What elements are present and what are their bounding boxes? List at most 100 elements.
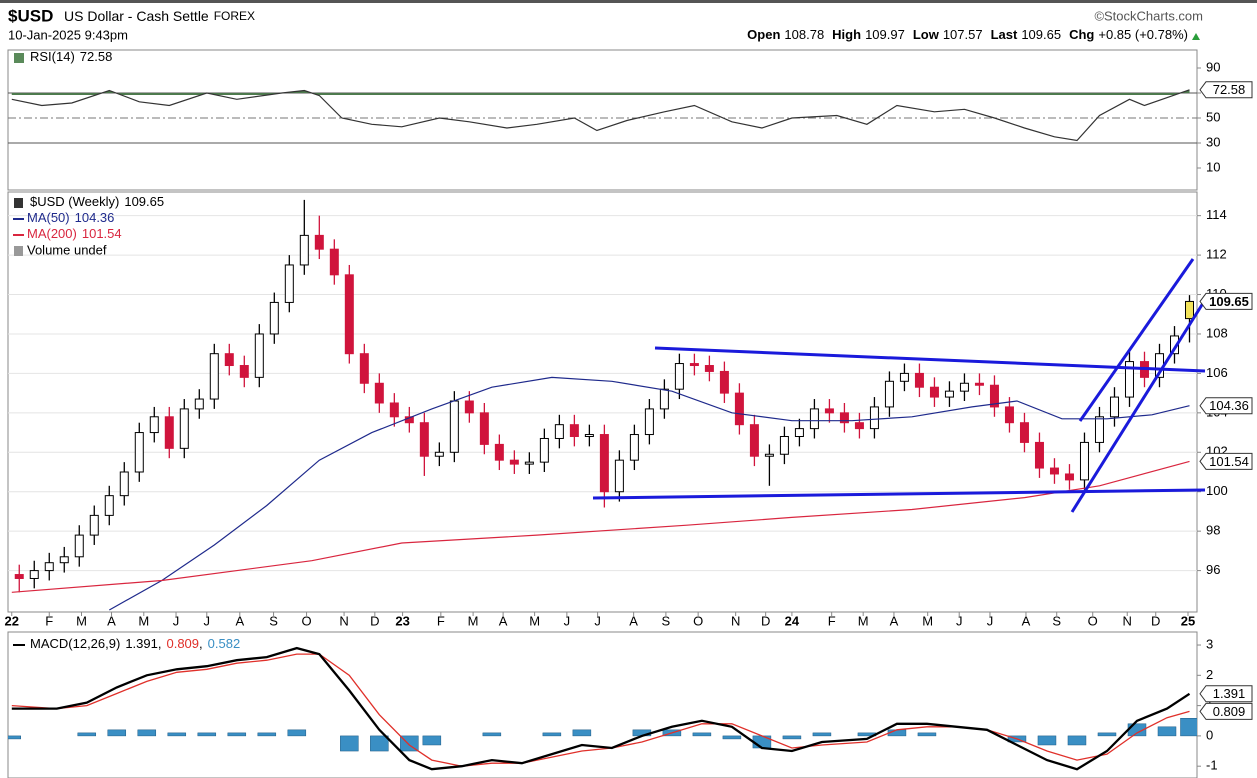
x-tick-label: A: [235, 613, 244, 628]
high: 109.97: [865, 27, 905, 42]
rsi-line: [11, 89, 1190, 142]
legend-icon: [14, 198, 23, 208]
candle-body: [569, 424, 579, 438]
instrument-name: US Dollar - Cash Settle FOREX: [64, 8, 255, 24]
legend-value: 72.58: [80, 49, 113, 64]
candle-body: [104, 495, 114, 516]
candle-body: [524, 461, 534, 465]
callout-box: [1199, 702, 1253, 720]
x-tick-label: J: [173, 613, 180, 628]
x-tick-label: D: [761, 613, 770, 628]
candle-body: [629, 434, 639, 461]
x-tick-label: M: [529, 613, 540, 628]
callout-value: 104.36: [1209, 398, 1249, 413]
candle-body: [989, 384, 999, 408]
histogram-bar: [917, 732, 937, 737]
x-tick-label: M: [922, 613, 933, 628]
y-tick-label: 50: [1206, 109, 1220, 124]
x-tick-label: M: [76, 613, 87, 628]
trendline: [1070, 299, 1207, 513]
histogram-bar: [1097, 732, 1117, 737]
histogram-bar: [227, 732, 247, 737]
candle-body: [344, 274, 354, 355]
x-tick-label: N: [731, 613, 740, 628]
macd-line: [11, 646, 1191, 771]
histogram-bar: [340, 735, 359, 752]
histogram-bar: [8, 735, 22, 740]
chg-label: Chg: [1069, 27, 1094, 42]
moving-average: [109, 376, 1190, 611]
histogram-bar: [137, 729, 157, 737]
legend: MA(200) 101.54: [27, 226, 122, 241]
candle-body: [824, 408, 834, 414]
callout-box: [1199, 292, 1253, 310]
x-tick-label: 23: [395, 613, 409, 628]
moving-average: [11, 460, 1190, 593]
legend-title: MACD(12,26,9): [30, 636, 120, 651]
x-tick-label: S: [1052, 613, 1061, 628]
symbol: $USD: [8, 6, 53, 25]
rsi-overbought-fill: [11, 89, 1190, 95]
x-tick-label: A: [890, 613, 899, 628]
y-tick-label: 96: [1206, 562, 1220, 577]
candle-body: [374, 382, 384, 404]
candle-body: [1124, 361, 1134, 398]
candle-body: [719, 370, 729, 394]
x-tick-label: F: [828, 613, 836, 628]
legend-title: $USD (Weekly): [30, 194, 119, 209]
candle-body: [944, 390, 954, 398]
price-frame: [7, 191, 1198, 613]
candle-body: [284, 264, 294, 303]
x-tick-label: J: [987, 613, 994, 628]
histogram-bar: [370, 735, 389, 752]
candle-body: [1109, 396, 1119, 418]
y-tick-label: 2: [1206, 667, 1213, 682]
x-tick-label: A: [107, 613, 116, 628]
x-tick-label: J: [594, 613, 601, 628]
y-tick-label: 30: [1206, 134, 1220, 149]
candle-body: [1049, 467, 1059, 475]
x-tick-label: O: [302, 613, 312, 628]
candle-body: [1064, 473, 1074, 481]
value-callout: 0.809: [1199, 702, 1253, 720]
y-tick-label: 0: [1206, 727, 1213, 742]
legend-value: 1.391: [125, 636, 158, 651]
y-tick-label: 106: [1206, 365, 1228, 380]
candle-body: [164, 416, 174, 449]
candle-body: [44, 562, 54, 572]
trendline: [1078, 258, 1195, 422]
histogram-bar: [572, 729, 592, 737]
candle-body: [209, 353, 219, 400]
candle-body: [1079, 441, 1089, 481]
legend-value: 109.65: [124, 194, 164, 209]
histogram-bar: [692, 732, 712, 737]
candle-body: [464, 400, 474, 414]
legend-icon: [14, 246, 23, 256]
candle-body: [494, 443, 504, 461]
candle-body: [359, 353, 369, 384]
x-tick-label: D: [370, 613, 379, 628]
histogram-bar: [197, 732, 217, 737]
candle-body: [689, 363, 699, 367]
high-label: High: [832, 27, 861, 42]
y-tick-label: 114: [1206, 207, 1227, 222]
histogram-bar: [812, 732, 832, 737]
trendlines: [592, 258, 1207, 513]
candle-body: [194, 398, 204, 410]
legend-title: RSI(14): [30, 49, 75, 64]
value-callout: 109.65: [1199, 292, 1253, 310]
x-tick-label: J: [204, 613, 211, 628]
low: 107.57: [943, 27, 983, 42]
candle-body: [389, 402, 399, 418]
x-tick-label: A: [629, 613, 638, 628]
callout-value: 72.58: [1213, 82, 1246, 97]
histogram-bar: [1067, 735, 1087, 746]
legend: RSI(14) 72.58: [30, 49, 112, 64]
legend-icon: [14, 53, 24, 63]
histogram-bar: [107, 729, 127, 737]
candle-body: [29, 570, 39, 579]
y-tick-label: 90: [1206, 59, 1220, 74]
candles: [14, 199, 1194, 593]
candle-body: [179, 408, 189, 449]
plot-layer: 1030507090969810010210410610811011211422…: [5, 59, 1228, 772]
